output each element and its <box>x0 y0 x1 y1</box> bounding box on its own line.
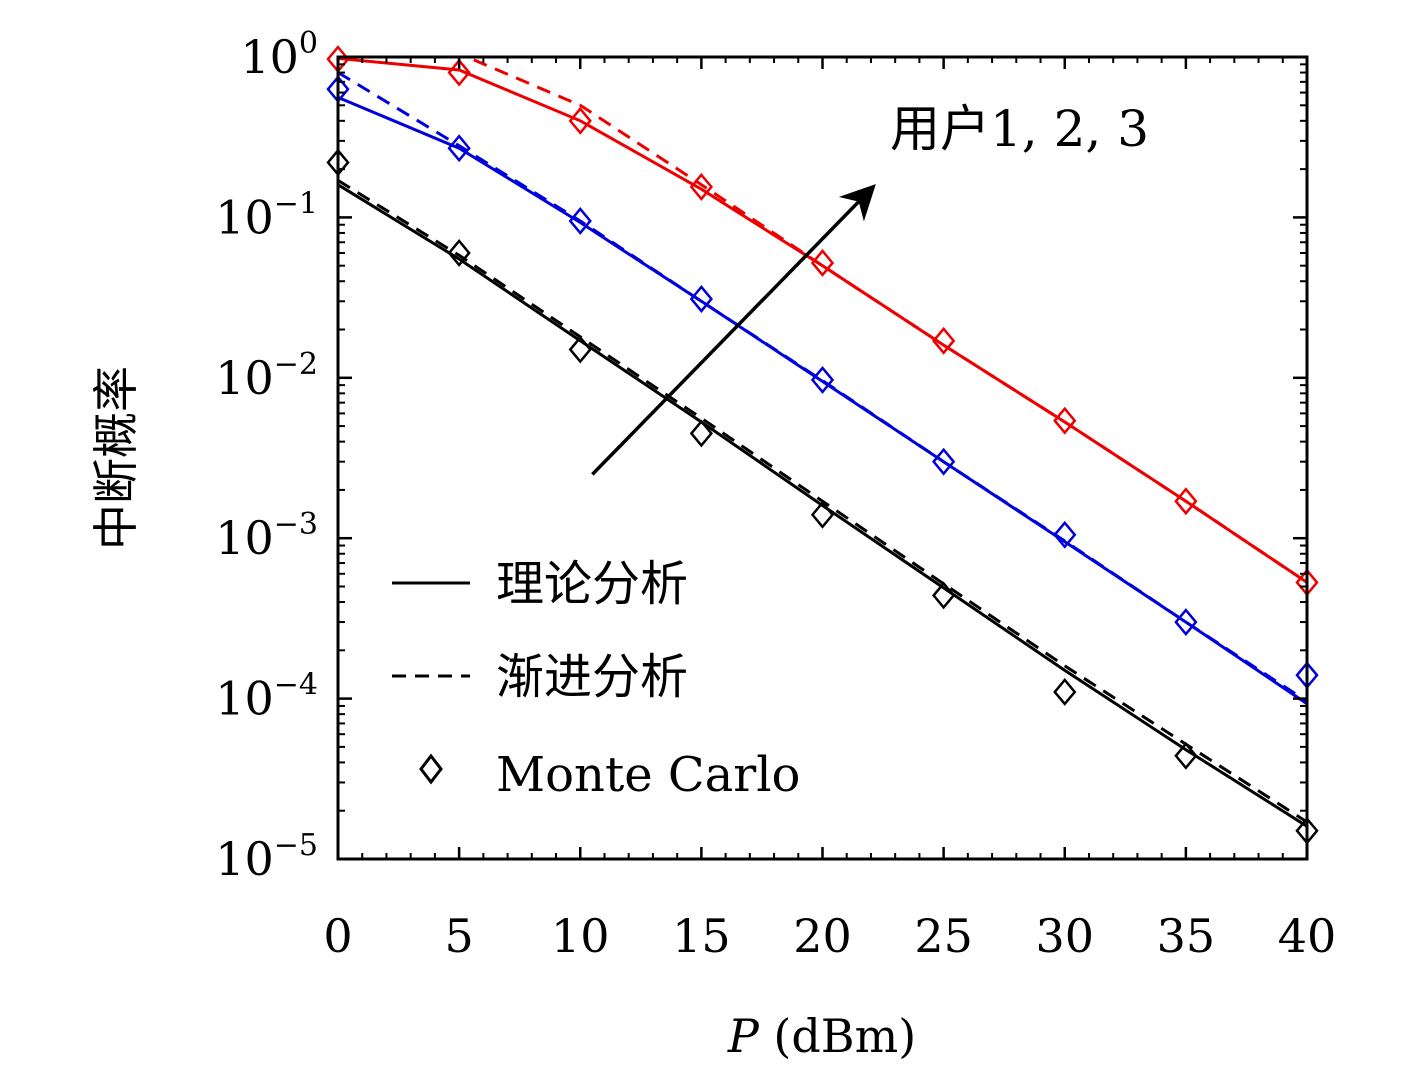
legend-label-asymptotic: 渐进分析 <box>496 649 688 705</box>
y-tick-label: 10−4 <box>215 668 318 726</box>
user1-monte-carlo-point <box>810 500 835 529</box>
user3-monte-carlo-point <box>810 249 835 277</box>
y-axis-title: 中断概率 <box>89 366 143 550</box>
x-tick-label: 5 <box>444 909 473 963</box>
x-tick-label: 30 <box>1035 909 1094 963</box>
x-tick-label: 10 <box>551 909 610 963</box>
x-tick-label: 25 <box>914 909 973 963</box>
x-tick-label: 0 <box>323 909 352 963</box>
user1-monte-carlo-point <box>1053 678 1077 706</box>
user2-monte-carlo-point <box>931 447 956 476</box>
user2-monte-carlo-point <box>1174 608 1198 637</box>
user1-monte-carlo-point <box>447 239 471 267</box>
y-tick-label: 10−5 <box>215 828 318 886</box>
user3-monte-carlo-point <box>689 172 714 201</box>
user-annotation: 用户1, 2, 3 <box>890 100 1149 158</box>
y-tick-label: 10−1 <box>215 186 318 244</box>
user2-asymptotic-line <box>338 71 1307 703</box>
user3-monte-carlo-point <box>447 58 471 87</box>
user-trend-arrow <box>591 184 876 476</box>
user3-asymptotic-line <box>463 57 1307 584</box>
user3-monte-carlo-point <box>1174 487 1198 516</box>
user1-monte-carlo-point <box>931 581 956 610</box>
x-tick-label: 40 <box>1278 909 1337 963</box>
legend-diamond-marker <box>419 753 443 785</box>
label-layer: 0 5 10 15 20 25 30 35 40 100 10−1 10−2 10−3 10−4 10−5 <box>215 26 1336 963</box>
x-tick-label: 20 <box>793 909 852 963</box>
user3-monte-carlo-point <box>931 326 956 355</box>
user3-monte-carlo-point <box>1053 406 1077 435</box>
legend: 理论分析 渐进分析 Monte Carlo <box>392 556 800 803</box>
plot-frame <box>336 55 1309 861</box>
user3-monte-carlo-point <box>568 106 592 135</box>
user2-monte-carlo-point <box>689 285 714 313</box>
x-tick-label: 15 <box>672 909 731 963</box>
user2-monte-carlo-point <box>447 134 471 163</box>
user2-monte-carlo-point <box>1053 520 1077 549</box>
user1-monte-carlo-point <box>689 419 714 448</box>
marker-layer <box>326 45 1319 845</box>
user2-monte-carlo-point <box>810 365 835 394</box>
user2-monte-carlo-point <box>568 207 592 235</box>
y-tick-label: 10−3 <box>215 507 318 565</box>
tick-layer <box>336 55 1309 861</box>
user1-monte-carlo-point <box>568 335 592 364</box>
legend-label-theory: 理论分析 <box>496 556 688 612</box>
user1-monte-carlo-point <box>1174 741 1198 770</box>
user2-theory-line <box>338 96 1307 705</box>
y-tick-label: 100 <box>240 26 318 84</box>
y-tick-label: 10−2 <box>215 347 318 405</box>
series-layer <box>338 57 1307 828</box>
x-axis-title: P (dBm) <box>727 1009 916 1063</box>
legend-label-monte-carlo: Monte Carlo <box>496 747 800 803</box>
user1-theory-line <box>338 183 1307 828</box>
x-tick-label: 35 <box>1157 909 1216 963</box>
